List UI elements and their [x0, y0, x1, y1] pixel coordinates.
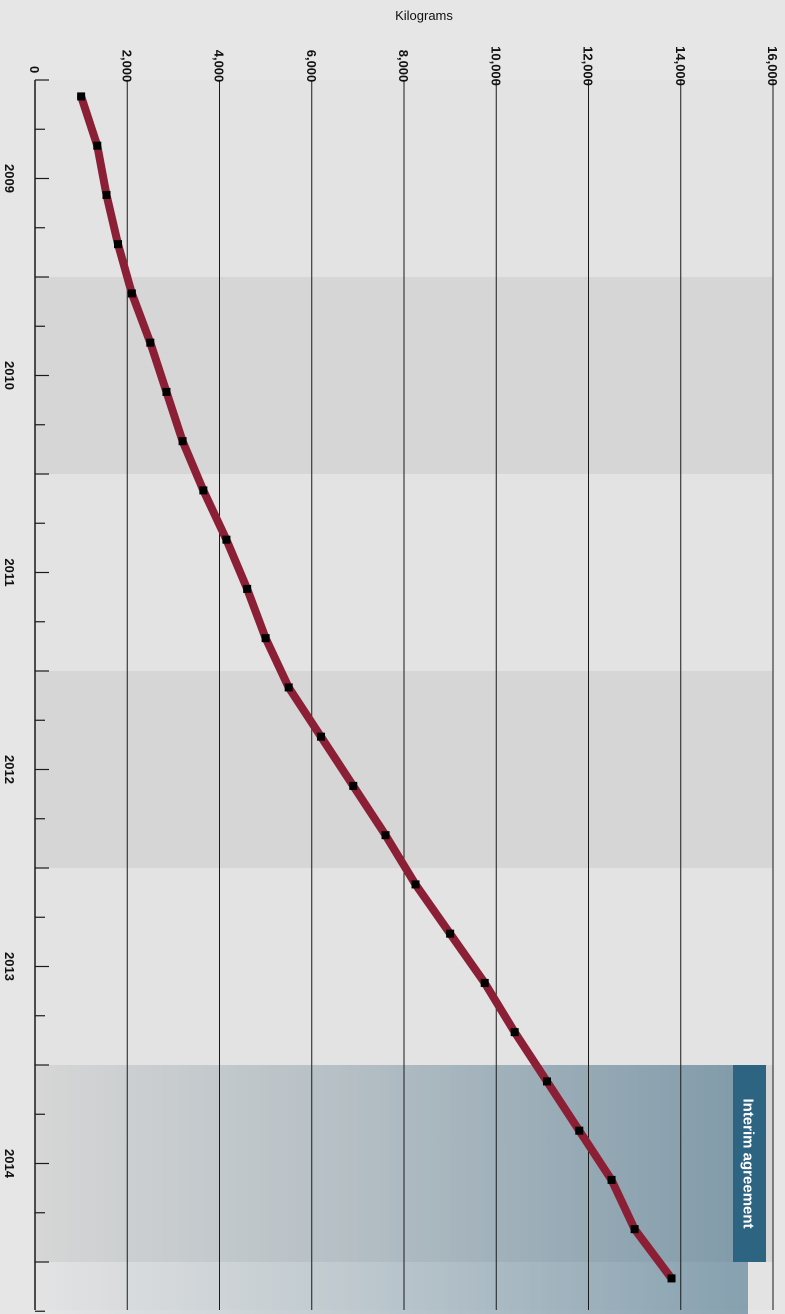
annotation-label: Interim agreement — [740, 1098, 757, 1228]
data-point — [667, 1274, 676, 1283]
data-point — [349, 781, 358, 790]
data-point — [146, 338, 155, 347]
axes: 0 2,000 4,000 6,000 8,000 10,000 12,000 14,000 1… — [2, 8, 780, 1312]
data-point — [222, 535, 231, 544]
value-tick-label: 8,000 — [396, 50, 411, 83]
value-tick-label: 4,000 — [212, 50, 227, 83]
value-tick-label: 6,000 — [304, 50, 319, 83]
data-point — [102, 190, 111, 199]
data-point — [510, 1028, 519, 1037]
value-tick-label: 0 — [27, 66, 42, 73]
annotation-label-group: Interim agreement — [733, 1065, 766, 1262]
data-point — [316, 732, 325, 741]
year-tick-label: 2011 — [2, 558, 17, 586]
value-tick-label: 10,000 — [488, 46, 503, 86]
data-point — [446, 929, 455, 938]
year-tick-label: 2014 — [2, 1149, 17, 1179]
axis-title-kilograms: Kilograms — [395, 8, 453, 23]
data-point — [114, 240, 123, 249]
data-point — [381, 831, 390, 840]
year-tick-label: 2012 — [2, 755, 17, 784]
series-markers — [77, 92, 676, 1283]
data-point — [607, 1175, 616, 1184]
value-tick-label: 12,000 — [581, 46, 596, 86]
annotation-label-box — [733, 1065, 766, 1262]
data-point — [93, 141, 102, 150]
gridlines — [126, 80, 774, 1310]
data-point — [542, 1077, 551, 1086]
data-point — [575, 1126, 584, 1135]
data-point — [162, 387, 171, 396]
data-point — [178, 437, 187, 446]
data-point — [480, 978, 489, 987]
data-point — [630, 1225, 639, 1234]
value-tick-label: 2,000 — [119, 50, 134, 83]
year-tick-label: 2013 — [2, 952, 17, 981]
annotation-region — [35, 1065, 748, 1314]
data-point — [243, 584, 252, 593]
data-point — [199, 486, 208, 495]
data-point — [284, 683, 293, 692]
data-point — [77, 92, 86, 101]
data-point — [411, 880, 420, 889]
annotation-shade — [35, 1065, 748, 1314]
year-tick-label: 2009 — [2, 164, 17, 193]
value-tick-label: 16,000 — [765, 46, 780, 86]
data-point — [261, 634, 270, 643]
data-point — [127, 289, 136, 298]
year-tick-label: 2010 — [2, 361, 17, 390]
value-tick-label: 14,000 — [673, 46, 688, 86]
